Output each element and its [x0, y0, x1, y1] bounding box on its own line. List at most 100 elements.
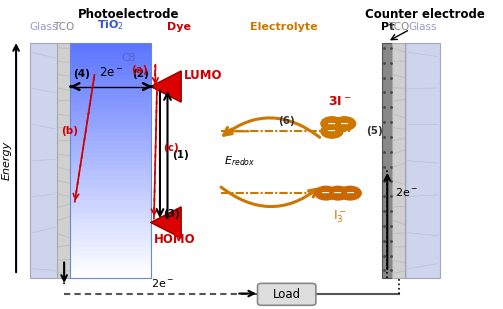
Bar	[70, 137, 151, 141]
Bar	[70, 231, 151, 235]
Text: Glass: Glass	[408, 23, 437, 32]
Text: Counter electrode: Counter electrode	[365, 8, 485, 21]
Text: Pt: Pt	[381, 23, 394, 32]
Bar	[70, 50, 151, 55]
Text: TCO: TCO	[53, 23, 75, 32]
FancyBboxPatch shape	[258, 283, 316, 305]
Bar	[70, 160, 151, 165]
Bar	[70, 105, 151, 110]
Bar	[70, 148, 151, 153]
Text: −: −	[333, 188, 343, 198]
Bar	[70, 168, 151, 172]
Bar	[70, 215, 151, 219]
Bar	[70, 58, 151, 63]
Text: −: −	[340, 119, 349, 129]
Bar	[70, 121, 151, 125]
Circle shape	[315, 186, 337, 200]
Bar	[70, 223, 151, 227]
Bar	[70, 246, 151, 251]
Text: TCO: TCO	[388, 23, 409, 32]
Bar	[70, 266, 151, 270]
Bar	[70, 90, 151, 94]
Text: (6): (6)	[278, 116, 295, 126]
Text: Photoelectrode: Photoelectrode	[77, 8, 179, 21]
Bar	[70, 82, 151, 86]
Bar	[30, 43, 58, 278]
Bar	[70, 129, 151, 133]
Bar	[405, 43, 440, 278]
Bar	[70, 219, 151, 223]
Text: LUMO: LUMO	[184, 69, 222, 82]
Text: (1): (1)	[173, 150, 189, 159]
Text: −: −	[327, 126, 337, 136]
Bar	[70, 270, 151, 274]
Bar	[57, 43, 71, 278]
Bar	[70, 86, 151, 90]
Text: Dye: Dye	[166, 23, 191, 32]
Bar	[70, 54, 151, 59]
Bar	[70, 94, 151, 98]
Bar	[382, 43, 392, 278]
Circle shape	[321, 117, 343, 130]
Text: Glass: Glass	[30, 23, 58, 32]
Text: Electrolyte: Electrolyte	[250, 23, 318, 32]
Bar	[70, 101, 151, 106]
Bar	[70, 254, 151, 259]
Text: (2): (2)	[132, 69, 148, 79]
Text: TiO$_2$: TiO$_2$	[97, 19, 124, 32]
Text: Load: Load	[273, 288, 301, 301]
Text: (4): (4)	[73, 69, 91, 79]
Bar	[70, 199, 151, 204]
Text: −: −	[321, 188, 330, 198]
Circle shape	[327, 186, 349, 200]
Bar	[70, 180, 151, 184]
Bar	[70, 172, 151, 176]
Bar	[70, 164, 151, 168]
Text: 2e$^-$: 2e$^-$	[99, 66, 123, 79]
Bar	[70, 109, 151, 114]
Text: −: −	[327, 119, 337, 129]
Bar	[70, 203, 151, 208]
Polygon shape	[151, 71, 181, 102]
Bar	[70, 43, 151, 47]
Bar	[70, 97, 151, 102]
Bar	[70, 117, 151, 121]
Bar	[70, 258, 151, 262]
Bar	[70, 191, 151, 196]
Bar	[70, 176, 151, 180]
Bar	[70, 188, 151, 192]
Text: 2e$^-$: 2e$^-$	[395, 186, 418, 197]
Bar	[70, 226, 151, 231]
Text: (3): (3)	[163, 210, 180, 219]
Bar	[70, 184, 151, 188]
Bar	[70, 195, 151, 200]
Bar	[70, 235, 151, 239]
Bar	[70, 262, 151, 266]
Bar	[70, 211, 151, 215]
Text: HOMO: HOMO	[153, 233, 195, 246]
Text: (b): (b)	[61, 126, 78, 136]
Polygon shape	[151, 207, 181, 238]
Bar	[70, 156, 151, 161]
Bar	[70, 113, 151, 118]
Bar	[70, 144, 151, 149]
Bar	[70, 152, 151, 157]
Bar	[70, 207, 151, 212]
Bar	[70, 47, 151, 51]
Bar	[70, 62, 151, 67]
Text: (c): (c)	[163, 143, 179, 153]
Text: I$_3^-$: I$_3^-$	[332, 208, 347, 225]
Text: −: −	[346, 188, 355, 198]
Bar	[70, 74, 151, 78]
Bar	[70, 238, 151, 243]
Bar	[392, 43, 406, 278]
Text: $E_{redox}$: $E_{redox}$	[224, 154, 255, 167]
Circle shape	[333, 117, 356, 130]
Circle shape	[339, 186, 361, 200]
Bar	[70, 125, 151, 129]
Bar	[70, 66, 151, 71]
Text: CB: CB	[121, 53, 136, 62]
Text: (5): (5)	[366, 126, 383, 136]
Bar	[70, 273, 151, 278]
Bar	[70, 242, 151, 247]
